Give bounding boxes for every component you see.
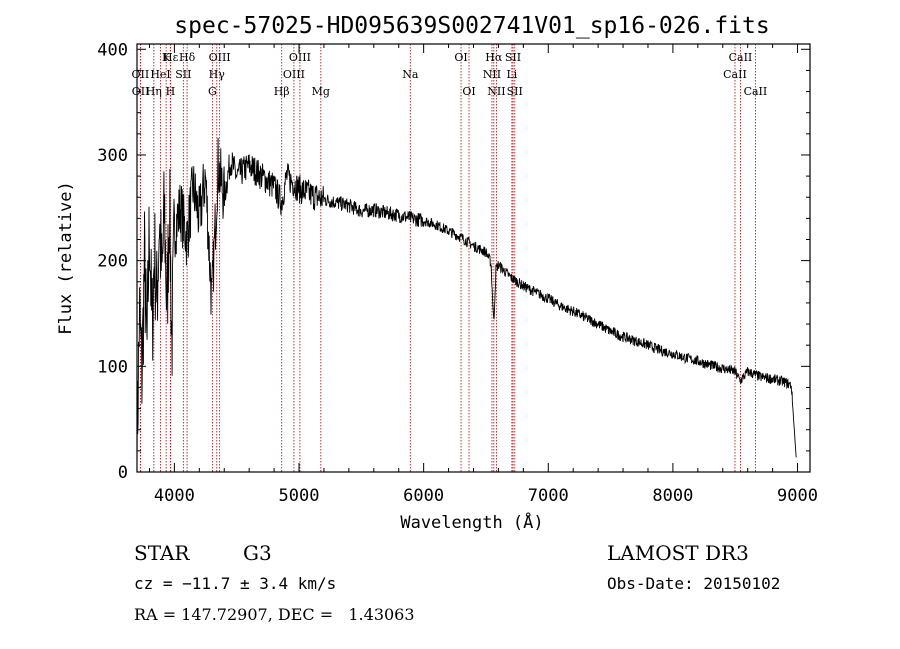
spectral-line-label: Hε xyxy=(163,51,179,64)
y-tick-label: 100 xyxy=(97,357,128,377)
spectral-line-label: H xyxy=(166,85,176,98)
spectral-line-label: HeI xyxy=(150,68,170,81)
spectral-line-label: CaII xyxy=(729,51,753,64)
spectral-line-label: OII xyxy=(132,68,150,81)
object-subclass: G3 xyxy=(243,541,272,565)
object-class: STAR xyxy=(134,541,190,565)
spectral-line-label: SII xyxy=(505,51,521,64)
plot-frame xyxy=(136,43,811,473)
spectrum-line xyxy=(136,137,797,470)
series-layer xyxy=(136,137,797,470)
spectral-line-label: Hδ xyxy=(179,51,196,64)
spectral-line-label: Hα xyxy=(485,51,503,64)
spectral-line-label: SII xyxy=(175,68,191,81)
spectral-line-label: OIII xyxy=(289,51,311,64)
spectral-line-label: G xyxy=(208,85,217,98)
spectral-line-markers xyxy=(139,44,756,472)
spectral-line-label: NII xyxy=(487,85,505,98)
y-axis-label: Flux (relative) xyxy=(56,181,76,335)
spectral-line-label: CaII xyxy=(723,68,747,81)
spectral-line-label: Hη xyxy=(146,85,162,98)
x-tick-label: 5000 xyxy=(279,486,320,506)
x-tick-label: 8000 xyxy=(652,486,693,506)
spectral-line-label: Hβ xyxy=(274,85,290,98)
y-tick-label: 200 xyxy=(97,252,128,272)
spectral-line-label: K xyxy=(162,51,171,64)
x-tick-label: 9000 xyxy=(777,486,818,506)
redshift-text: cz = −11.7 ± 3.4 km/s xyxy=(134,574,336,593)
x-axis-label: Wavelength (Å) xyxy=(400,511,543,533)
survey-name: LAMOST DR3 xyxy=(607,541,749,565)
spectral-line-label: Na xyxy=(402,68,419,81)
x-tick-label: 4000 xyxy=(154,486,195,506)
spectral-line-label: Mg xyxy=(312,85,330,98)
chart-title: spec-57025-HD095639S002741V01_sp16-026.f… xyxy=(174,13,769,39)
spectral-line-label: NII xyxy=(483,68,501,81)
x-axis-ticks: 4000 5000 6000 7000 8000 9000 xyxy=(148,44,818,506)
spectral-line-label: OIII xyxy=(209,51,231,64)
x-tick-label: 6000 xyxy=(403,486,444,506)
spectral-line-label: SII xyxy=(507,85,523,98)
obs-date: Obs-Date: 20150102 xyxy=(607,574,780,593)
spectral-line-label: CaII xyxy=(744,85,768,98)
y-axis-ticks: 0 100 200 300 400 xyxy=(97,40,810,483)
y-tick-label: 300 xyxy=(97,146,128,166)
coordinates-text: RA = 147.72907, DEC = 1.43063 xyxy=(134,605,415,624)
spectral-line-label: OI xyxy=(462,85,475,98)
spectral-line-label: Hγ xyxy=(209,68,226,81)
spectral-line-label: OI xyxy=(454,51,467,64)
y-tick-label: 400 xyxy=(97,40,128,60)
y-tick-label: 0 xyxy=(118,463,128,483)
x-tick-label: 7000 xyxy=(528,486,569,506)
spectral-line-label: Li xyxy=(506,68,517,81)
spectral-line-label: OIII xyxy=(283,68,305,81)
